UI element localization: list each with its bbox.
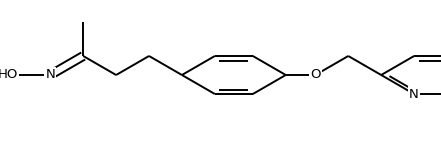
Text: HO: HO — [0, 69, 18, 82]
Text: N: N — [409, 87, 419, 100]
Text: N: N — [45, 69, 55, 82]
Text: O: O — [310, 69, 321, 82]
